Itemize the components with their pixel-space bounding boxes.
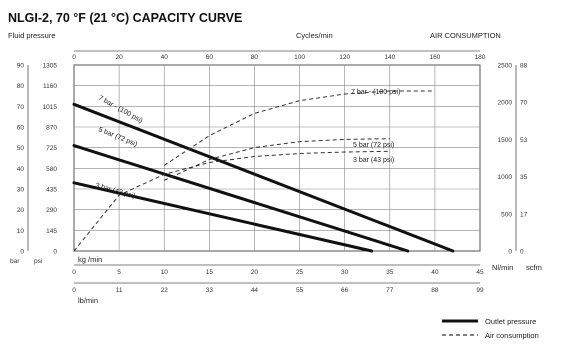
right-axis-title: AIR CONSUMPTION [430,31,501,40]
nlmin-tick-label: 2000 [498,100,513,107]
kg-tick-label: 45 [476,269,484,276]
nlmin-tick-label: 2500 [498,63,513,70]
psi-tick-label: 1160 [43,83,57,90]
psi-tick-label: 725 [46,145,57,152]
lb-tick-label: 11 [116,287,123,294]
air-7bar-label: 7 bar - (100 psi) [351,89,400,96]
grid [74,65,480,251]
lb-tick-label: 55 [296,287,304,294]
lb-tick-label: 77 [386,287,394,294]
cycles-tick-label: 60 [206,54,214,61]
lb-tick-label: 22 [161,287,169,294]
kg-tick-label: 5 [117,269,121,276]
series-layer [72,90,455,253]
cycles-tick-label: 160 [429,54,440,61]
lb-tick-label: 33 [206,287,214,294]
outlet-5bar-label: 5 bar (72 psi) [97,126,138,148]
scfm-tick-label: 70 [520,100,528,107]
nlmin-tick-label: 500 [501,211,512,218]
bar-tick-label: 30 [17,187,25,194]
psi-tick-label: 0 [53,249,57,256]
nlmin-tick-label: 1500 [498,137,513,144]
outlet-7bar-label: 7 bar - (100 psi) [97,95,144,125]
scfm-tick-label: 88 [520,63,528,70]
cycles-tick-label: 80 [251,54,259,61]
kg-tick-label: 40 [431,269,439,276]
bar-tick-label: 20 [17,207,25,214]
air-5bar-label: 5 bar (72 psi) [353,142,394,149]
lb-tick-label: 88 [431,287,439,294]
unit-scfm: scfm [526,263,542,272]
chart-title: NLGI-2, 70 °F (21 °C) CAPACITY CURVE [8,11,242,25]
cycles-tick-label: 20 [115,54,123,61]
axes: 0 5 10 15 20 25 30 35 40 450 11 22 33 44 55 66 77 88 990 20… [17,50,528,294]
bar-tick-label: 80 [17,83,25,90]
cycles-tick-label: 140 [384,54,395,61]
cycles-tick-label: 0 [72,54,76,61]
outlet-3bar-label: 3 bar (43 psi) [94,182,136,200]
unit-bar: bar [10,258,20,265]
kg-tick-label: 10 [161,269,169,276]
cycles-tick-label: 180 [475,54,486,61]
kg-tick-label: 15 [206,269,214,276]
unit-psi: psi [34,258,42,265]
air-consumption-line-4 [163,138,390,181]
psi-tick-label: 1305 [43,63,58,70]
bar-tick-label: 50 [17,145,25,152]
unit-kg-min: kg /min [78,255,102,264]
lb-tick-label: 66 [341,287,349,294]
kg-tick-label: 0 [72,269,76,276]
scfm-tick-label: 0 [520,249,524,256]
nlmin-tick-label: 1000 [498,174,513,181]
scfm-tick-label: 17 [520,211,528,218]
bar-tick-label: 90 [17,63,25,70]
cycles-tick-label: 40 [161,54,169,61]
outlet-pressure-line-1 [72,144,410,253]
unit-nl-min: Nl/min [492,263,513,272]
psi-tick-label: 290 [46,207,57,214]
air-consumption-line-5 [73,150,390,252]
air-3bar-label: 3 bar (43 psi) [353,157,394,164]
plot-frame [73,64,481,252]
cycles-tick-label: 100 [294,54,305,61]
kg-tick-label: 30 [341,269,349,276]
legend-outlet-label: Outlet pressure [485,317,536,326]
bar-tick-label: 0 [20,249,24,256]
psi-tick-label: 145 [46,228,57,235]
kg-tick-label: 25 [296,269,304,276]
bar-tick-label: 10 [17,228,25,235]
annotations: 7 bar - (100 psi)5 bar (72 psi)3 bar (43… [94,89,400,200]
top-axis-title: Cycles/min [296,31,333,40]
unit-lb-min: lb/min [78,296,98,305]
left-axis-title: Fluid pressure [8,31,56,40]
lb-tick-label: 44 [251,287,259,294]
psi-tick-label: 1015 [43,104,58,111]
outlet-pressure-line-2 [72,181,374,253]
kg-tick-label: 20 [251,269,259,276]
psi-tick-label: 435 [46,187,57,194]
psi-tick-label: 580 [46,166,57,173]
bar-tick-label: 70 [17,104,25,111]
bar-tick-label: 40 [17,166,25,173]
psi-tick-label: 870 [46,125,57,132]
outlet-pressure-line-0 [72,102,455,253]
legend: Outlet pressure Air consumption [442,317,539,340]
nlmin-tick-label: 0 [508,249,512,256]
cycles-tick-label: 120 [339,54,350,61]
scfm-tick-label: 53 [520,137,528,144]
legend-air-label: Air consumption [485,331,539,340]
lb-tick-label: 0 [72,287,76,294]
plot-border [73,64,481,252]
bar-tick-label: 60 [17,125,25,132]
kg-tick-label: 35 [386,269,394,276]
lb-tick-label: 99 [476,287,484,294]
scfm-tick-label: 35 [520,174,528,181]
